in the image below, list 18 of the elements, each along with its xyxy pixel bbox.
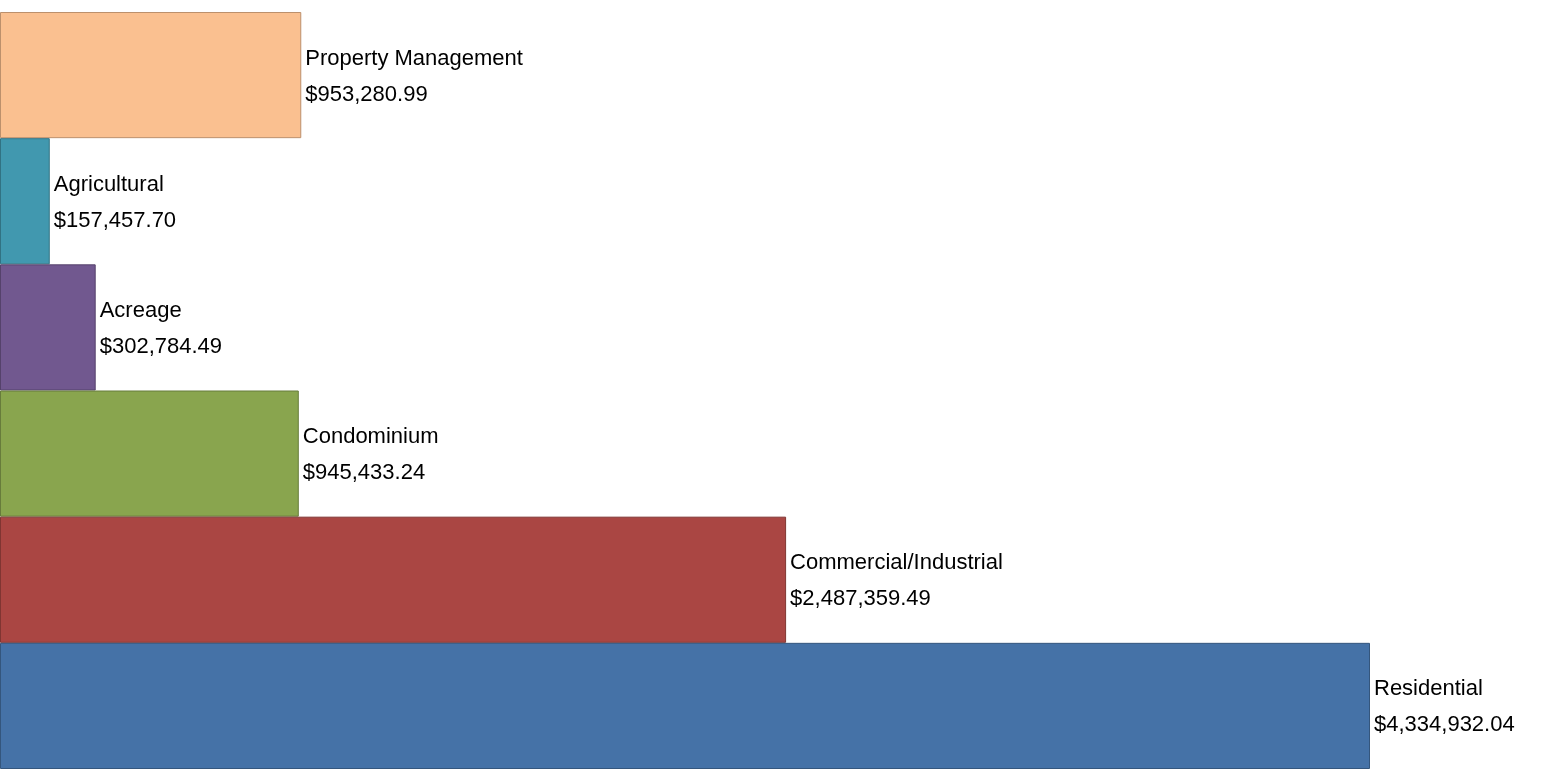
bar: [0, 12, 302, 139]
bar: [0, 642, 1370, 769]
bar: [0, 516, 787, 643]
y-tick-label: Agricultural: [53, 170, 164, 196]
y-tick-label: Residential: [1374, 675, 1483, 701]
bar: [0, 264, 96, 391]
bar: [0, 138, 50, 265]
data-label: $945,433.24: [302, 459, 426, 485]
data-label: $157,457.70: [53, 206, 177, 232]
bar: [0, 390, 299, 517]
data-label: $302,784.49: [99, 332, 223, 358]
y-tick-label: Condominium: [302, 423, 439, 449]
y-tick-label: Property Management: [305, 44, 523, 70]
y-tick-label: Commercial/Industrial: [790, 549, 1003, 575]
data-label: $2,487,359.49: [790, 585, 931, 611]
data-label: $4,334,932.04: [1374, 711, 1515, 737]
y-tick-label: Acreage: [99, 296, 182, 322]
data-label: $953,280.99: [305, 80, 428, 106]
